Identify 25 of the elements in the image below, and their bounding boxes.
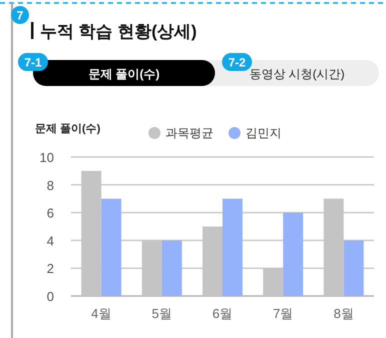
- text: 문제 풀이(수): [88, 67, 160, 81]
- y-axis-title: 문제 풀이(수): [35, 123, 101, 135]
- text: 동영상 시청(시간): [249, 67, 345, 81]
- y-tick-label: 6: [46, 206, 54, 221]
- text: 7-2: [228, 56, 246, 70]
- x-tick-label: 4월: [91, 306, 112, 321]
- bar: [344, 240, 364, 296]
- bar: [283, 212, 304, 296]
- y-tick-label: 4: [46, 233, 54, 248]
- y-tick-label: 2: [46, 261, 54, 276]
- x-tick-label: 5월: [152, 306, 172, 321]
- y-tick-label: 8: [46, 178, 54, 193]
- x-tick-label: 7월: [272, 306, 294, 321]
- chart-title: 누적 학습 현황(상세): [40, 22, 197, 41]
- legend-label: 과목평균: [166, 126, 214, 140]
- legend-label: 김민지: [246, 126, 282, 140]
- bar: [222, 198, 242, 296]
- y-tick-label: 0: [46, 289, 54, 304]
- bar: [162, 240, 182, 296]
- x-tick-label: 6월: [212, 306, 233, 321]
- text: 7-1: [24, 56, 42, 70]
- text: 7: [16, 8, 24, 22]
- x-tick-label: 8월: [334, 306, 354, 321]
- bar: [101, 198, 122, 296]
- y-tick-label: 10: [40, 150, 54, 165]
